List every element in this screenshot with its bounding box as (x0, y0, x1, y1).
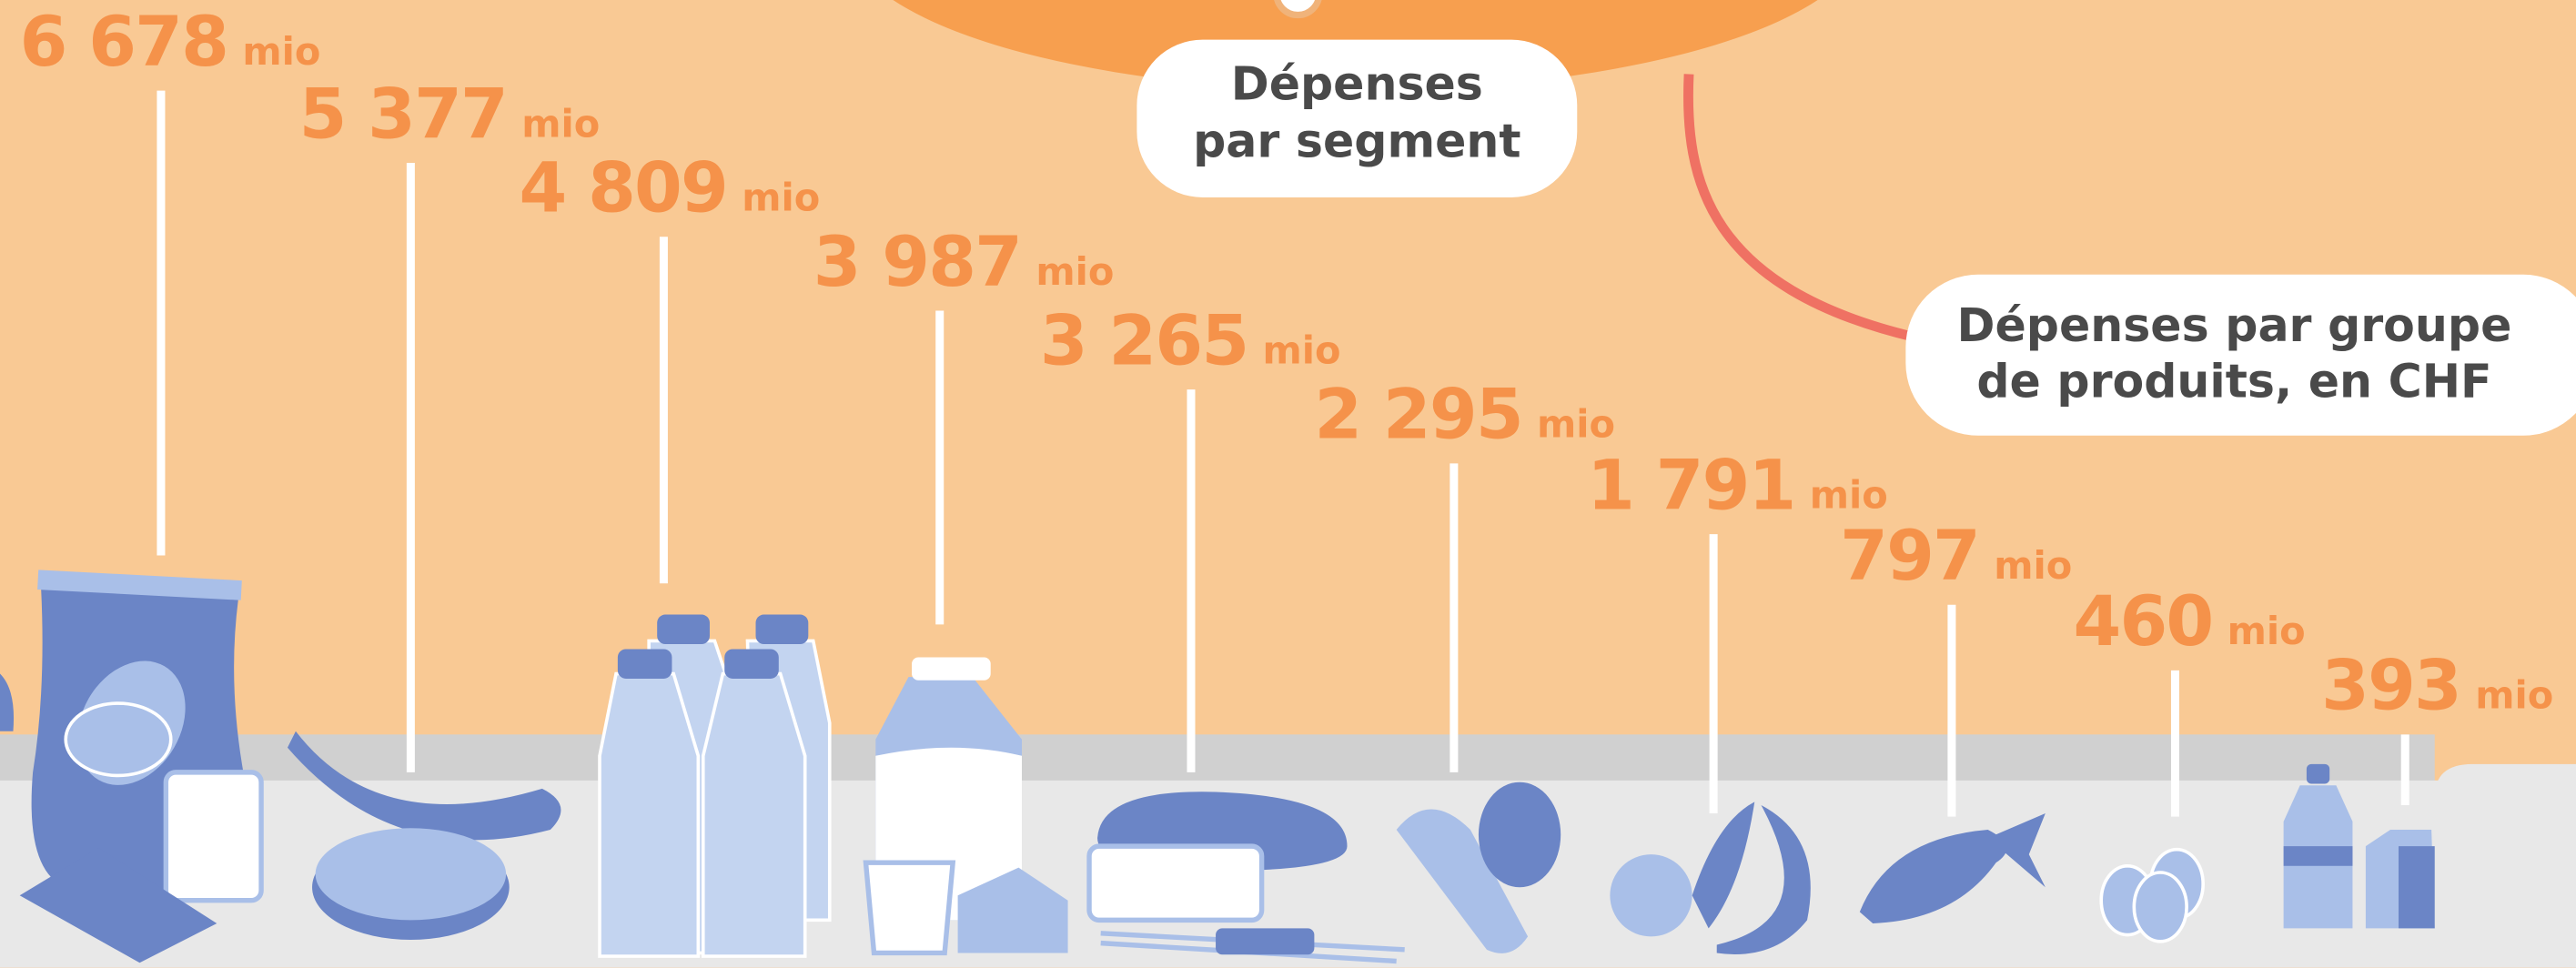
unit-label: mio (1994, 543, 2072, 588)
value-label: 393 (2321, 646, 2460, 726)
unit-label: mio (2475, 673, 2553, 718)
value-label: 6 678 (20, 2, 227, 82)
infographic: Dépenses par segment Dépenses par groupe… (0, 0, 2576, 968)
value-label: 2 295 (1314, 375, 1521, 455)
page: {"chart_data": {"type": "stem", "values"… (0, 0, 2576, 968)
unit-label: mio (1810, 472, 1888, 517)
bubble-text: de produits, en CHF (1976, 354, 2491, 408)
unit-label: mio (742, 176, 820, 220)
value-label: 4 809 (520, 148, 727, 228)
unit-label: mio (1537, 402, 1615, 447)
bubble-text: Dépenses (1231, 56, 1483, 110)
value-label: 3 987 (813, 222, 1021, 302)
value-label: 3 265 (1040, 300, 1248, 380)
value-label: 5 377 (299, 74, 507, 154)
unit-label: mio (1263, 328, 1341, 372)
bubble-text: par segment (1193, 115, 1520, 168)
bubble-text: Dépenses par groupe (1957, 298, 2512, 352)
unit-label: mio (1035, 249, 1114, 294)
unit-label: mio (242, 29, 320, 74)
value-label: 460 (2074, 581, 2213, 661)
unit-label: mio (2227, 609, 2306, 653)
shelf (0, 734, 2435, 783)
value-label: 1 791 (1587, 445, 1794, 525)
value-label: 797 (1840, 516, 1979, 596)
unit-label: mio (521, 101, 600, 146)
connector-dot (1277, 0, 1319, 15)
